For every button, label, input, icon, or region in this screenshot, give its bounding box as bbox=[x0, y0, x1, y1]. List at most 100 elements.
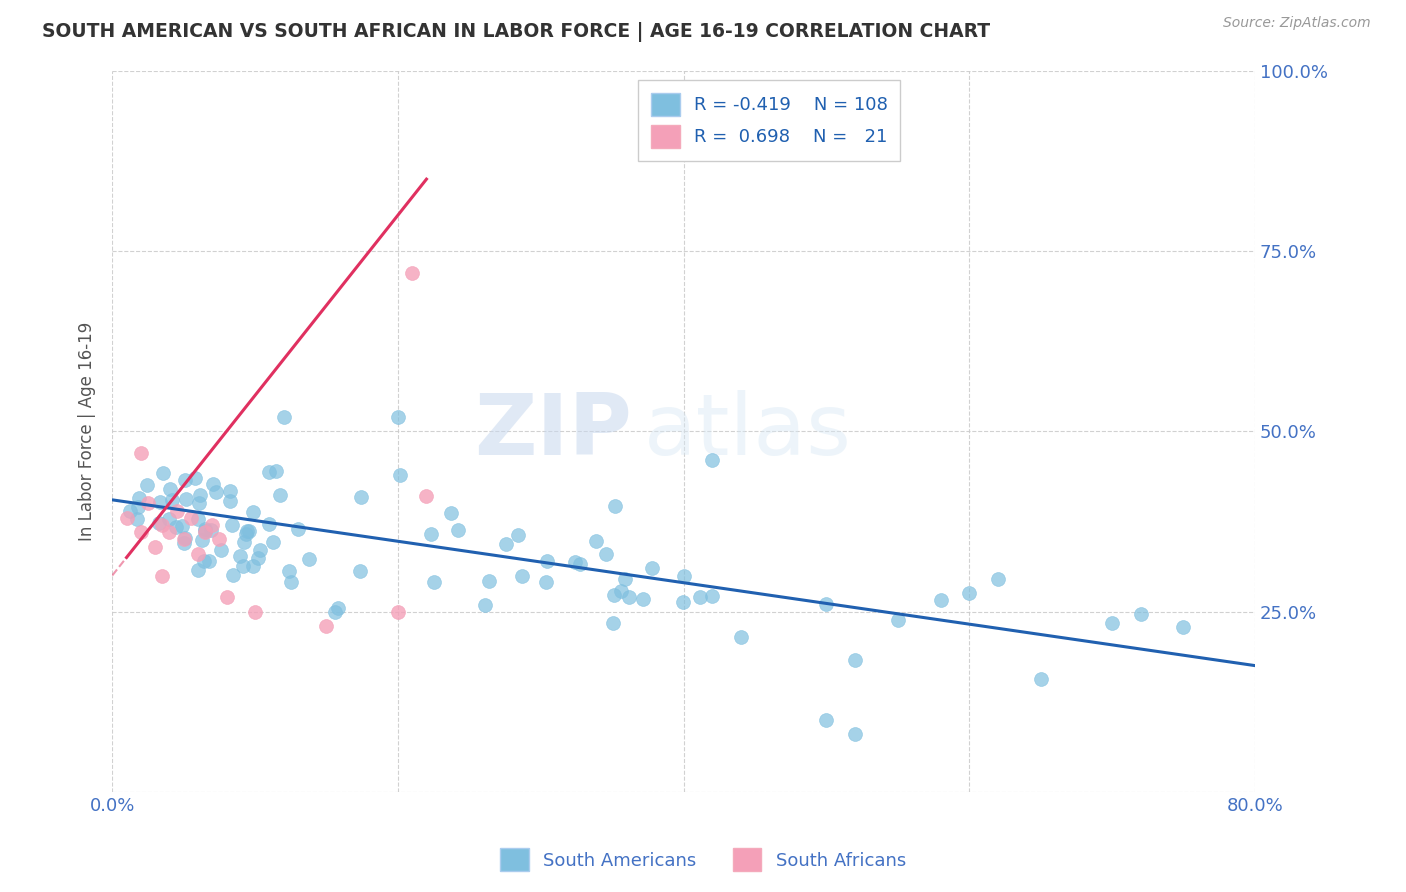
Point bbox=[277, 564, 299, 578]
Y-axis label: In Labor Force | Age 16-19: In Labor Force | Age 16-19 bbox=[79, 322, 96, 541]
Point bbox=[536, 554, 558, 568]
Point bbox=[700, 453, 723, 467]
Text: atlas: atlas bbox=[644, 390, 852, 473]
Legend: South Americans, South Africans: South Americans, South Africans bbox=[492, 841, 914, 879]
Point bbox=[415, 489, 437, 503]
Point bbox=[149, 494, 172, 508]
Point bbox=[242, 558, 264, 573]
Point bbox=[315, 619, 337, 633]
Point bbox=[125, 512, 148, 526]
Point bbox=[173, 536, 195, 550]
Point bbox=[173, 473, 195, 487]
Point bbox=[423, 575, 446, 590]
Point bbox=[205, 484, 228, 499]
Point bbox=[143, 540, 166, 554]
Point bbox=[602, 616, 624, 631]
Point bbox=[641, 561, 664, 575]
Point bbox=[184, 470, 207, 484]
Point bbox=[197, 554, 219, 568]
Point bbox=[440, 506, 463, 520]
Point bbox=[631, 592, 654, 607]
Point bbox=[166, 503, 188, 517]
Point bbox=[238, 524, 260, 538]
Point bbox=[194, 523, 217, 537]
Point bbox=[188, 488, 211, 502]
Point bbox=[259, 517, 281, 532]
Point bbox=[323, 605, 346, 619]
Point bbox=[173, 533, 195, 547]
Point bbox=[128, 491, 150, 505]
Point bbox=[614, 572, 637, 586]
Point bbox=[247, 550, 270, 565]
Point bbox=[350, 490, 373, 504]
Point bbox=[474, 599, 496, 613]
Point bbox=[610, 583, 633, 598]
Point bbox=[815, 713, 838, 727]
Point bbox=[180, 511, 202, 525]
Point bbox=[602, 588, 624, 602]
Point bbox=[127, 500, 149, 514]
Point bbox=[148, 516, 170, 530]
Point bbox=[1173, 619, 1195, 633]
Point bbox=[243, 605, 266, 619]
Point bbox=[1129, 607, 1152, 621]
Point bbox=[478, 574, 501, 589]
Point bbox=[700, 589, 723, 603]
Point bbox=[235, 526, 257, 541]
Point bbox=[1101, 615, 1123, 630]
Point bbox=[264, 464, 287, 478]
Point bbox=[187, 512, 209, 526]
Point bbox=[506, 528, 529, 542]
Point bbox=[129, 525, 152, 540]
Point bbox=[349, 564, 371, 578]
Point bbox=[200, 523, 222, 537]
Point bbox=[232, 559, 254, 574]
Point bbox=[564, 555, 586, 569]
Point bbox=[671, 595, 693, 609]
Point bbox=[298, 552, 321, 566]
Point bbox=[201, 518, 224, 533]
Point bbox=[236, 524, 259, 538]
Point bbox=[157, 512, 180, 526]
Point bbox=[136, 477, 159, 491]
Point bbox=[176, 491, 198, 506]
Point bbox=[269, 488, 291, 502]
Point bbox=[617, 590, 640, 604]
Point bbox=[152, 467, 174, 481]
Point bbox=[495, 537, 517, 551]
Point bbox=[1029, 673, 1052, 687]
Point bbox=[194, 525, 217, 540]
Point bbox=[328, 601, 350, 615]
Point bbox=[595, 547, 617, 561]
Point bbox=[201, 476, 224, 491]
Point bbox=[887, 613, 910, 627]
Point bbox=[242, 505, 264, 519]
Point bbox=[208, 533, 231, 547]
Point bbox=[844, 727, 866, 741]
Point bbox=[387, 605, 409, 619]
Point bbox=[218, 484, 240, 499]
Point bbox=[844, 653, 866, 667]
Text: Source: ZipAtlas.com: Source: ZipAtlas.com bbox=[1223, 16, 1371, 30]
Point bbox=[219, 493, 242, 508]
Point bbox=[150, 568, 173, 582]
Point bbox=[115, 511, 138, 525]
Point bbox=[187, 495, 209, 509]
Point bbox=[159, 483, 181, 497]
Point bbox=[569, 558, 592, 572]
Point bbox=[689, 591, 711, 605]
Point bbox=[585, 533, 607, 548]
Point bbox=[157, 525, 180, 540]
Text: SOUTH AMERICAN VS SOUTH AFRICAN IN LABOR FORCE | AGE 16-19 CORRELATION CHART: SOUTH AMERICAN VS SOUTH AFRICAN IN LABOR… bbox=[42, 22, 990, 42]
Point bbox=[387, 409, 409, 424]
Point bbox=[249, 543, 271, 558]
Point bbox=[446, 523, 468, 537]
Point bbox=[929, 593, 952, 607]
Point bbox=[136, 496, 159, 510]
Point bbox=[401, 266, 423, 280]
Point bbox=[259, 465, 281, 479]
Point bbox=[957, 586, 980, 600]
Point bbox=[221, 518, 243, 533]
Point bbox=[233, 535, 256, 549]
Point bbox=[187, 563, 209, 577]
